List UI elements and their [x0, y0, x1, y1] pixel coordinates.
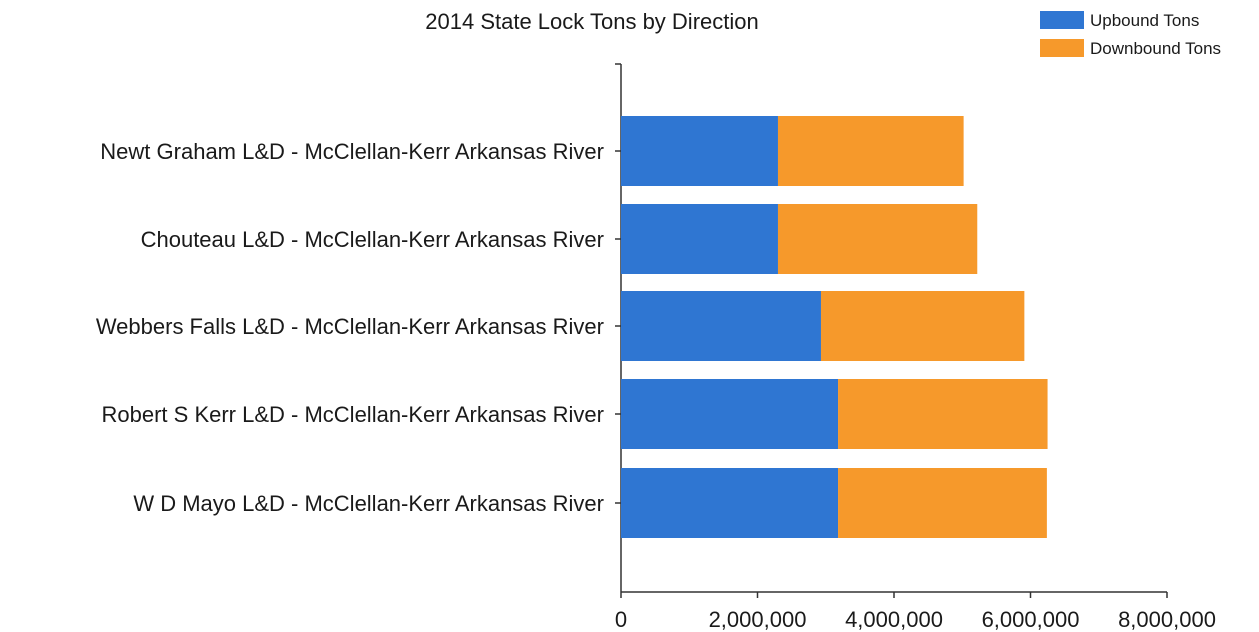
- legend-label-upbound: Upbound Tons: [1090, 11, 1199, 30]
- x-tick-label: 6,000,000: [982, 607, 1080, 632]
- legend-swatch-upbound: [1040, 11, 1084, 29]
- category-label: Robert S Kerr L&D - McClellan-Kerr Arkan…: [102, 402, 604, 427]
- x-tick-label: 0: [615, 607, 627, 632]
- bar-downbound: [838, 379, 1048, 449]
- bar-upbound: [621, 291, 821, 361]
- bar-downbound: [777, 116, 964, 186]
- category-label: Newt Graham L&D - McClellan-Kerr Arkansa…: [100, 139, 604, 164]
- bar-upbound: [621, 204, 778, 274]
- x-tick-label: 8,000,000: [1118, 607, 1216, 632]
- category-label: W D Mayo L&D - McClellan-Kerr Arkansas R…: [133, 491, 604, 516]
- bar-upbound: [621, 379, 839, 449]
- x-tick-label: 2,000,000: [709, 607, 807, 632]
- bar-upbound: [621, 116, 778, 186]
- bar-upbound: [621, 468, 839, 538]
- legend-swatch-downbound: [1040, 39, 1084, 57]
- bar-downbound: [777, 204, 978, 274]
- bar-downbound: [820, 291, 1025, 361]
- legend-label-downbound: Downbound Tons: [1090, 39, 1221, 58]
- x-tick-label: 4,000,000: [845, 607, 943, 632]
- category-label: Chouteau L&D - McClellan-Kerr Arkansas R…: [141, 227, 604, 252]
- chart-title: 2014 State Lock Tons by Direction: [425, 9, 758, 34]
- bar-downbound: [838, 468, 1047, 538]
- category-label: Webbers Falls L&D - McClellan-Kerr Arkan…: [96, 314, 604, 339]
